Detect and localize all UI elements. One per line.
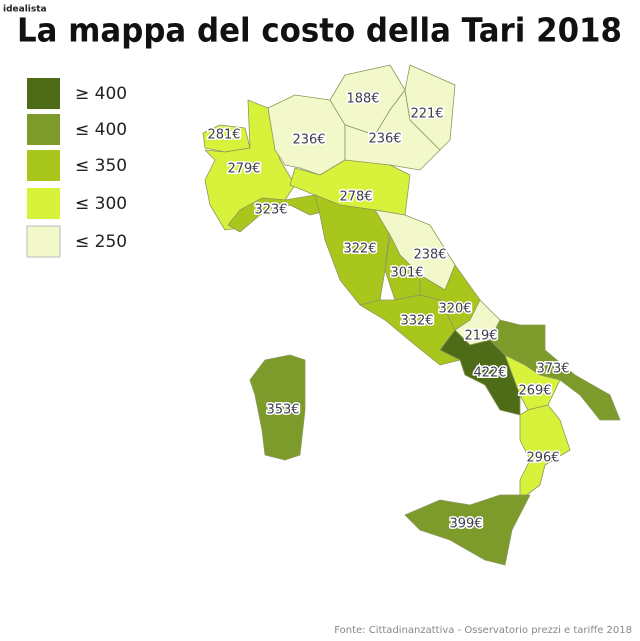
region-value: 320€ — [438, 302, 471, 317]
region-value: 296€ — [526, 451, 559, 466]
region-labels: 281€ 279€ 236€ 188€ 236€ 221€ 278€ 323€ … — [206, 90, 571, 533]
legend-swatch — [27, 188, 60, 219]
region — [504, 354, 561, 411]
legend-swatch — [26, 225, 61, 258]
region-value: 332€ — [400, 314, 433, 329]
region-value: 238€ — [413, 248, 446, 263]
region-value: 353€ — [266, 403, 299, 418]
brand: idealista — [3, 5, 47, 15]
title: La mappa del costo della Tari 2018 — [17, 11, 622, 50]
legend-label: ≥ 400 — [75, 84, 127, 104]
region-value: 323€ — [254, 203, 287, 218]
region-value: 188€ — [346, 92, 379, 107]
region — [404, 64, 456, 151]
region-value: 236€ — [292, 133, 325, 148]
region-value: 219€ — [464, 329, 497, 344]
region — [249, 354, 306, 461]
region-value: 278€ — [339, 190, 372, 205]
region-value: 281€ — [207, 128, 240, 143]
legend: ≥ 400 ≤ 400 ≤ 350 ≤ 300 ≤ 250 — [26, 78, 127, 258]
region-value: 399€ — [449, 517, 482, 532]
region — [227, 194, 331, 233]
legend-label: ≤ 250 — [75, 232, 127, 252]
legend-label: ≤ 400 — [75, 120, 127, 140]
region-value: 221€ — [410, 107, 443, 122]
region-value: 373€ — [536, 362, 569, 377]
region — [404, 494, 531, 566]
source: Fonte: Cittadinanzattiva - Osservatorio … — [334, 625, 632, 636]
region-value: 279€ — [227, 162, 260, 177]
region-value: 422€ — [473, 366, 506, 381]
legend-swatch — [27, 114, 60, 145]
legend-label: ≤ 300 — [75, 194, 127, 214]
legend-swatch — [27, 78, 60, 109]
region — [519, 404, 571, 501]
region-value: 322€ — [343, 242, 376, 257]
region-value: 236€ — [368, 132, 401, 147]
legend-swatch — [27, 150, 60, 181]
legend-label: ≤ 350 — [75, 156, 127, 176]
map — [202, 64, 621, 566]
region-value: 269€ — [518, 384, 551, 399]
region-value: 301€ — [390, 266, 423, 281]
